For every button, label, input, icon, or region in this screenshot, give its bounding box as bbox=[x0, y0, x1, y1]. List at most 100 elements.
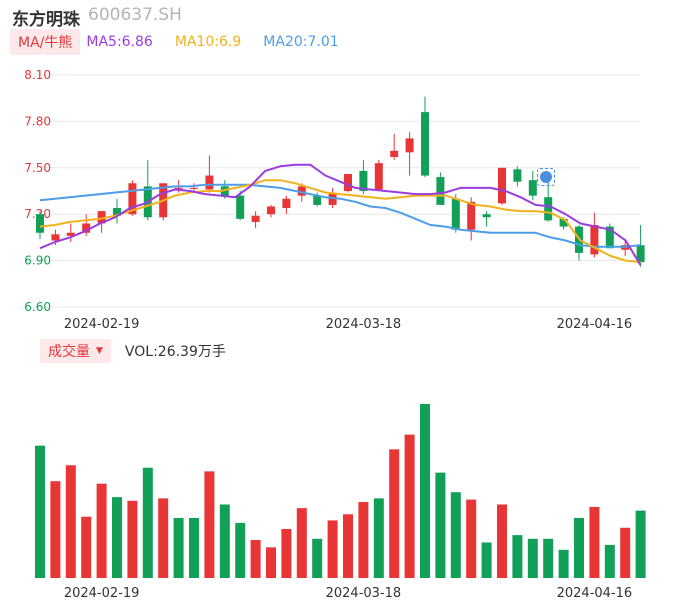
volume-bar bbox=[65, 465, 76, 578]
volume-bar bbox=[497, 504, 507, 578]
volume-bar bbox=[96, 483, 107, 578]
volume-bar bbox=[373, 498, 384, 578]
data-point-marker-icon[interactable] bbox=[537, 168, 555, 186]
candle-body bbox=[174, 187, 183, 189]
candle-body bbox=[297, 186, 306, 196]
price-tick-label: 8.10 bbox=[24, 68, 51, 82]
volume-bar bbox=[35, 445, 45, 578]
candle-body bbox=[282, 198, 291, 209]
volume-bar bbox=[589, 506, 600, 578]
volume-bar bbox=[250, 540, 261, 578]
volume-tag-label: 成交量 bbox=[48, 344, 90, 360]
candle-body bbox=[267, 206, 275, 215]
candle-body bbox=[390, 150, 399, 157]
candle-body bbox=[405, 138, 414, 153]
volume-bar bbox=[219, 504, 230, 578]
candle-body bbox=[190, 187, 198, 189]
candle-body bbox=[374, 163, 383, 190]
candle-body bbox=[359, 170, 368, 191]
candle-body bbox=[36, 214, 44, 233]
volume-date-tick-label: 2024-03-18 bbox=[326, 586, 402, 601]
candle-body bbox=[436, 177, 445, 205]
candle-body bbox=[544, 197, 553, 221]
price-tick-label: 6.90 bbox=[24, 254, 51, 268]
volume-bar bbox=[81, 516, 92, 578]
candle-body bbox=[528, 180, 537, 196]
volume-bar bbox=[281, 528, 292, 578]
volume-bar bbox=[604, 544, 615, 578]
candle-body bbox=[113, 208, 121, 216]
candle-body bbox=[590, 225, 599, 255]
volume-bar bbox=[450, 492, 461, 578]
volume-date-tick-label: 2024-02-19 bbox=[64, 586, 140, 601]
volume-bar bbox=[420, 404, 430, 578]
ma20-legend: MA20:7.01 bbox=[263, 34, 339, 50]
candle-body bbox=[205, 175, 214, 190]
volume-bar bbox=[327, 520, 338, 578]
candle-body bbox=[513, 169, 522, 182]
volume-bar bbox=[435, 472, 446, 578]
volume-bar bbox=[512, 535, 523, 578]
price-tick-label: 7.50 bbox=[24, 161, 51, 175]
volume-bar bbox=[296, 508, 307, 578]
volume-value: VOL:26.39万手 bbox=[124, 344, 226, 360]
volume-bar bbox=[620, 527, 631, 578]
price-tick-label: 6.60 bbox=[24, 300, 51, 314]
volume-bar bbox=[312, 538, 323, 578]
ma10-line bbox=[39, 179, 641, 264]
caret-down-icon: ▼ bbox=[96, 346, 103, 356]
date-tick-label: 2024-03-18 bbox=[326, 317, 402, 332]
candle-body bbox=[236, 195, 245, 219]
candle-body bbox=[482, 214, 491, 218]
volume-bar bbox=[112, 497, 122, 578]
candle-body bbox=[636, 245, 645, 263]
volume-bar bbox=[235, 522, 246, 578]
candle-body bbox=[82, 223, 91, 233]
volume-bar bbox=[466, 499, 477, 578]
volume-bar bbox=[50, 481, 61, 578]
stock-code: 600637.SH bbox=[88, 5, 182, 25]
ma-toggle-tag[interactable]: MA/牛熊 bbox=[10, 29, 81, 55]
volume-bar bbox=[543, 538, 554, 578]
ma5-legend: MA5:6.86 bbox=[86, 34, 153, 50]
volume-bar bbox=[343, 514, 353, 578]
volume-bar bbox=[127, 500, 138, 578]
ma-legend: MA/牛熊 MA5:6.86 MA10:6.9 MA20:7.01 bbox=[10, 29, 361, 55]
volume-bar bbox=[635, 510, 646, 578]
volume-bar bbox=[574, 517, 584, 578]
volume-bar bbox=[158, 498, 169, 578]
candle-body bbox=[451, 198, 460, 230]
candle-body bbox=[97, 211, 106, 224]
stock-name: 东方明珠 bbox=[12, 10, 80, 30]
price-tick-label: 7.80 bbox=[24, 114, 51, 128]
volume-bar bbox=[142, 467, 153, 578]
candle-body bbox=[313, 195, 322, 205]
candle-body bbox=[51, 234, 60, 241]
volume-bar bbox=[189, 517, 199, 578]
volume-bar bbox=[558, 549, 569, 578]
volume-bar bbox=[358, 502, 369, 578]
candle-body bbox=[66, 232, 75, 236]
candle-body bbox=[498, 167, 506, 204]
ma10-legend: MA10:6.9 bbox=[174, 34, 242, 50]
candle-body bbox=[344, 173, 352, 191]
candle-body bbox=[467, 201, 476, 230]
ma20-line bbox=[39, 183, 641, 248]
volume-legend: 成交量 ▼ VOL:26.39万手 bbox=[40, 339, 226, 363]
volume-date-tick-label: 2024-04-16 bbox=[557, 586, 633, 601]
candle-body bbox=[605, 226, 614, 249]
volume-indicator-dropdown[interactable]: 成交量 ▼ bbox=[40, 339, 111, 363]
date-tick-label: 2024-04-16 bbox=[557, 317, 633, 332]
volume-bar bbox=[404, 434, 415, 578]
volume-bar bbox=[173, 517, 184, 578]
candle-body bbox=[128, 183, 137, 215]
candle-body bbox=[421, 112, 429, 176]
volume-bar bbox=[389, 449, 400, 578]
volume-bar bbox=[204, 471, 215, 578]
volume-bar bbox=[481, 542, 492, 578]
candle-body bbox=[559, 218, 568, 227]
ma5-line bbox=[39, 163, 642, 266]
volume-bar bbox=[527, 538, 538, 578]
volume-bar bbox=[266, 547, 276, 578]
